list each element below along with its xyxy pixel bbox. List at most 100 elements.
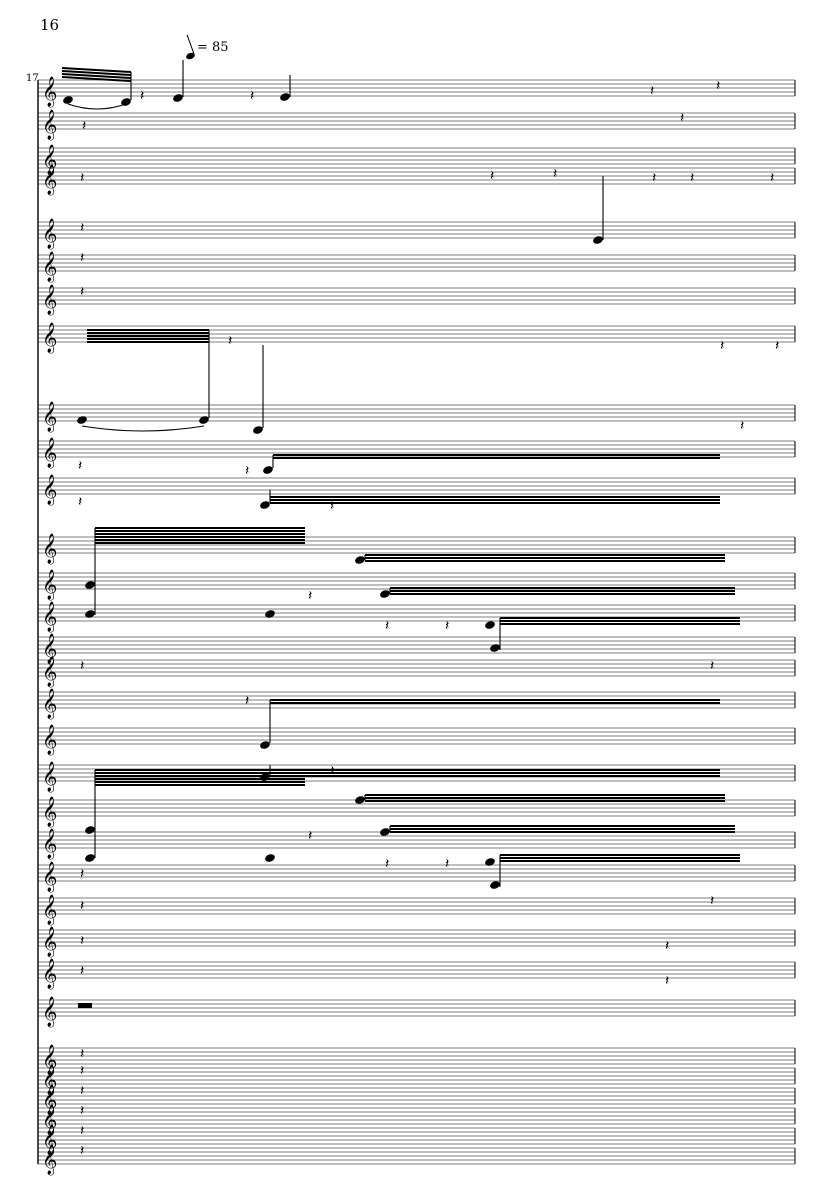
rest-icon: 𝄽 xyxy=(775,338,779,354)
staff: 𝄞 xyxy=(38,1064,796,1096)
treble-clef-icon: 𝄞 xyxy=(42,656,57,688)
measure-number: 17 xyxy=(26,73,39,84)
treble-clef-icon: 𝄞 xyxy=(42,926,57,958)
treble-clef-icon: 𝄞 xyxy=(42,996,57,1028)
rest-icon: 𝄽 xyxy=(690,170,694,186)
note-head xyxy=(380,828,390,836)
note-head xyxy=(121,98,131,106)
rest-icon: 𝄽 xyxy=(80,1046,84,1062)
note-head xyxy=(77,416,87,424)
tempo-label: = 85 xyxy=(197,40,229,55)
rest-icon: 𝄽 xyxy=(385,856,389,872)
staff: 𝄞 xyxy=(38,1104,796,1136)
note-beam xyxy=(61,73,132,79)
rest-icon: 𝄽 xyxy=(80,1103,84,1119)
note-head xyxy=(593,236,603,244)
rest-icon: 𝄽 xyxy=(80,1083,84,1099)
rest-icon: 𝄽 xyxy=(80,1123,84,1139)
rest-icon: 𝄽 xyxy=(680,110,684,126)
rest-icon: 𝄽 xyxy=(330,763,334,779)
rest-icon: 𝄽 xyxy=(80,220,84,236)
note-head xyxy=(253,426,263,434)
staff: 𝄞 xyxy=(38,1084,796,1116)
staff-lines: 𝄞𝄞𝄞𝄞𝄞𝄞𝄞𝄞𝄞𝄞𝄞𝄞𝄞𝄞𝄞𝄞𝄞𝄞𝄞𝄞𝄞𝄞𝄞𝄞𝄞𝄞𝄞𝄞𝄞𝄞𝄞𝄞 xyxy=(37,76,796,1176)
rest-icon: 𝄽 xyxy=(716,78,720,94)
rest-icon: 𝄽 xyxy=(80,170,84,186)
rest-icon: 𝄽 xyxy=(80,1143,84,1159)
tie xyxy=(67,103,127,110)
staff: 𝄞 xyxy=(38,401,796,433)
treble-clef-icon: 𝄞 xyxy=(42,861,57,893)
treble-clef-icon: 𝄞 xyxy=(42,284,57,316)
treble-clef-icon: 𝄞 xyxy=(42,688,57,720)
rest-icon: 𝄽 xyxy=(720,338,724,354)
note-head xyxy=(63,96,73,104)
rest-icon: 𝄽 xyxy=(80,898,84,914)
note-head xyxy=(85,854,95,862)
treble-clef-icon: 𝄞 xyxy=(42,633,57,665)
rest-icon: 𝄽 xyxy=(553,166,557,182)
staff: 𝄞 xyxy=(38,894,796,926)
rest-icon: 𝄽 xyxy=(245,463,249,479)
whole-rest xyxy=(78,1003,92,1008)
staff: 𝄞 xyxy=(38,109,796,141)
rest-icon: 𝄽 xyxy=(445,618,449,634)
treble-clef-icon: 𝄞 xyxy=(42,76,57,108)
note-head xyxy=(355,556,365,564)
rest-icon: 𝄽 xyxy=(665,938,669,954)
rest-icon: 𝄽 xyxy=(665,973,669,989)
rest-icon: 𝄽 xyxy=(770,170,774,186)
rest-icon: 𝄽 xyxy=(308,588,312,604)
treble-clef-icon: 𝄞 xyxy=(42,894,57,926)
note-head xyxy=(490,881,500,889)
rest-icon: 𝄽 xyxy=(228,333,232,349)
treble-clef-icon: 𝄞 xyxy=(42,322,57,354)
rest-icon: 𝄽 xyxy=(445,856,449,872)
note-head xyxy=(260,741,270,749)
rest-icon: 𝄽 xyxy=(140,88,144,104)
rest-icon: 𝄽 xyxy=(80,658,84,674)
staff: 𝄞 xyxy=(38,474,796,506)
note-head xyxy=(355,796,365,804)
treble-clef-icon: 𝄞 xyxy=(42,724,57,756)
staff: 𝄞 xyxy=(38,656,796,688)
tempo-marking: = 85 xyxy=(185,40,229,61)
rest-icon: 𝄽 xyxy=(80,284,84,300)
staff: 𝄞 xyxy=(38,437,796,469)
rest-icon: 𝄽 xyxy=(385,618,389,634)
rest-icon: 𝄽 xyxy=(330,498,334,514)
staff: 𝄞 xyxy=(38,218,796,250)
treble-clef-icon: 𝄞 xyxy=(42,164,57,196)
treble-clef-icon: 𝄞 xyxy=(42,109,57,141)
note-head xyxy=(260,501,270,509)
staff: 𝄞 xyxy=(38,861,796,893)
staff: 𝄞 xyxy=(38,284,796,316)
rest-icon: 𝄽 xyxy=(80,250,84,266)
staff: 𝄞 xyxy=(38,996,796,1028)
note-head xyxy=(280,93,290,101)
staff: 𝄞 xyxy=(38,1124,796,1156)
rest-icon: 𝄽 xyxy=(652,170,656,186)
note-beam xyxy=(61,76,132,82)
note-head xyxy=(85,610,95,618)
notation-marks: 𝄽 𝄽 𝄽 𝄽 𝄽 𝄽 𝄽 𝄽 𝄽 𝄽 𝄽 𝄽 𝄽 𝄽 𝄽 𝄽 𝄽 𝄽 𝄽 𝄽 𝄽 𝄽 𝄽 𝄽 𝄽 𝄽 𝄽 𝄽 𝄽 𝄽 𝄽 𝄽 𝄽 𝄽 𝄽 𝄽 𝄽 𝄽 𝄽 𝄽… xyxy=(61,60,779,1159)
rest-icon: 𝄽 xyxy=(710,893,714,909)
staff: 𝄞 xyxy=(38,633,796,665)
treble-clef-icon: 𝄞 xyxy=(42,533,57,565)
rest-icon: 𝄽 xyxy=(245,693,249,709)
page-number: 16 xyxy=(40,16,60,34)
note-head xyxy=(485,858,495,866)
note-head xyxy=(263,466,273,474)
rest-icon: 𝄽 xyxy=(82,118,86,134)
treble-clef-icon: 𝄞 xyxy=(42,828,57,860)
note-beam xyxy=(61,70,132,76)
treble-clef-icon: 𝄞 xyxy=(42,761,57,793)
staff: 𝄞 xyxy=(38,926,796,958)
rest-icon: 𝄽 xyxy=(250,88,254,104)
staff: 𝄞 xyxy=(38,1144,796,1176)
staff: 𝄞 xyxy=(38,144,796,176)
staff: 𝄞 xyxy=(38,724,796,756)
staff: 𝄞 xyxy=(38,569,796,601)
staff: 𝄞 xyxy=(38,164,796,196)
